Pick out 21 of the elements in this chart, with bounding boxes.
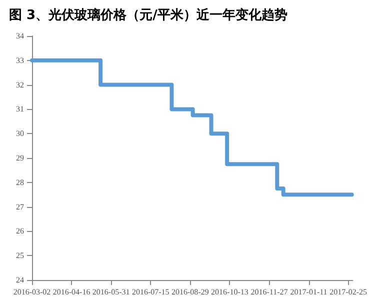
- y-tick-label: 28: [16, 178, 24, 187]
- x-tick-label: 2017-02-25: [330, 288, 367, 296]
- chart-title: 图 3、光伏玻璃价格（元/平米）近一年变化趋势: [9, 7, 288, 23]
- x-tick-label: 2017-01-11: [290, 288, 328, 296]
- y-tick-label: 24: [16, 276, 24, 284]
- y-tick-label: 29: [16, 154, 24, 162]
- x-tick-label: 2016-05-31: [92, 288, 130, 296]
- x-tick-label: 2016-03-02: [13, 288, 51, 296]
- y-tick-label: 30: [16, 129, 24, 138]
- y-tick-label: 33: [16, 56, 24, 65]
- y-tick-label: 32: [16, 80, 24, 90]
- x-tick-label: 2016-07-15: [132, 288, 170, 296]
- y-tick-label: 27: [16, 202, 24, 212]
- y-tick-label: 31: [16, 104, 24, 114]
- y-tick-label: 34: [16, 32, 24, 40]
- x-tick-label: 2016-11-27: [250, 288, 288, 296]
- x-tick-label: 2016-08-29: [172, 288, 209, 296]
- y-tick-label: 26: [16, 226, 24, 236]
- y-tick-label: 25: [16, 251, 24, 260]
- x-tick-label: 2016-04-16: [52, 288, 90, 296]
- x-tick-label: 2016-10-13: [211, 288, 248, 296]
